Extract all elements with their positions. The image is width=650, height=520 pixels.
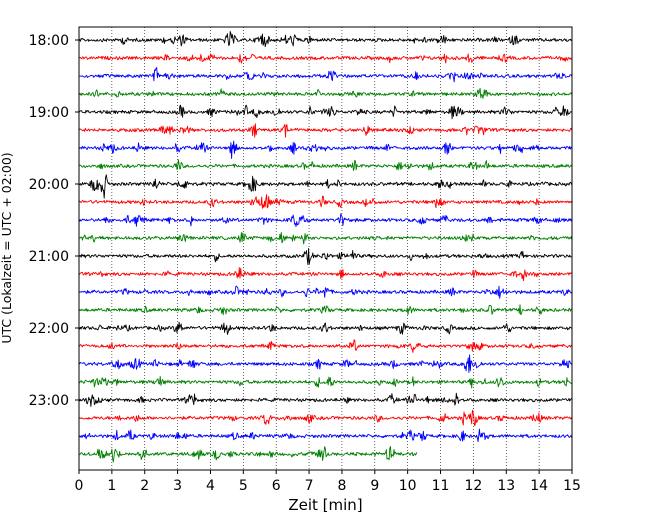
seismogram-trace bbox=[78, 231, 573, 245]
seismogram-trace bbox=[78, 104, 573, 120]
x-tick-label: 5 bbox=[239, 478, 248, 494]
y-tick-label: 20:00 bbox=[29, 177, 69, 193]
seismogram-trace bbox=[78, 248, 572, 265]
x-axis-label: Zeit [min] bbox=[288, 496, 362, 514]
seismogram-trace bbox=[78, 194, 573, 209]
trace-group bbox=[78, 31, 573, 463]
y-tick-label: 21:00 bbox=[29, 249, 69, 265]
x-tick-label: 4 bbox=[206, 478, 215, 494]
seismogram-trace bbox=[78, 67, 573, 83]
x-tick-label: 1 bbox=[107, 478, 116, 494]
plot-background bbox=[79, 27, 572, 470]
y-tick-label: 19:00 bbox=[29, 105, 69, 121]
y-tick-label: 22:00 bbox=[29, 321, 69, 337]
y-axis-ticks: 18:00 19:00 20:00 21:00 22:00 23:00 bbox=[29, 33, 79, 409]
seismogram-trace bbox=[78, 87, 573, 99]
seismogram-trace bbox=[78, 53, 573, 64]
x-tick-label: 8 bbox=[337, 478, 346, 494]
y-tick-label: 18:00 bbox=[29, 33, 69, 49]
seismogram-trace bbox=[78, 213, 573, 228]
grid-lines bbox=[111, 27, 540, 470]
seismogram-trace bbox=[78, 446, 418, 463]
y-tick-label: 23:00 bbox=[29, 393, 69, 409]
seismogram-trace bbox=[78, 375, 573, 389]
seismogram-trace bbox=[78, 31, 573, 48]
seismogram-trace bbox=[78, 285, 573, 299]
x-tick-label: 6 bbox=[272, 478, 281, 494]
seismogram-trace bbox=[78, 339, 573, 353]
x-tick-label: 15 bbox=[563, 478, 581, 494]
x-tick-label: 2 bbox=[140, 478, 149, 494]
seismogram-trace bbox=[78, 140, 573, 159]
x-axis-ticks: 0 1 2 3 4 5 6 7 8 9 10 11 12 13 14 15 bbox=[75, 470, 581, 494]
plot-frame bbox=[78, 26, 573, 471]
seismogram-trace bbox=[78, 123, 573, 138]
x-tick-label: 7 bbox=[305, 478, 314, 494]
seismogram-trace bbox=[78, 321, 573, 335]
seismogram-trace bbox=[78, 428, 573, 442]
x-tick-label: 11 bbox=[432, 478, 450, 494]
x-tick-label: 12 bbox=[464, 478, 482, 494]
x-tick-label: 10 bbox=[399, 478, 417, 494]
seismogram-trace bbox=[78, 409, 573, 426]
x-tick-label: 3 bbox=[173, 478, 182, 494]
seismogram-trace bbox=[78, 267, 573, 282]
y-axis-label: UTC (Lokalzeit = UTC + 02:00) bbox=[0, 152, 14, 343]
seismogram-trace bbox=[78, 304, 573, 316]
x-tick-label: 9 bbox=[370, 478, 379, 494]
x-tick-label: 14 bbox=[530, 478, 548, 494]
seismogram-trace bbox=[78, 159, 573, 171]
seismogram-trace bbox=[78, 174, 573, 199]
x-tick-label: 13 bbox=[497, 478, 515, 494]
x-tick-label: 0 bbox=[75, 478, 84, 494]
seismogram-trace bbox=[78, 392, 573, 407]
seismogram-trace bbox=[78, 354, 573, 373]
